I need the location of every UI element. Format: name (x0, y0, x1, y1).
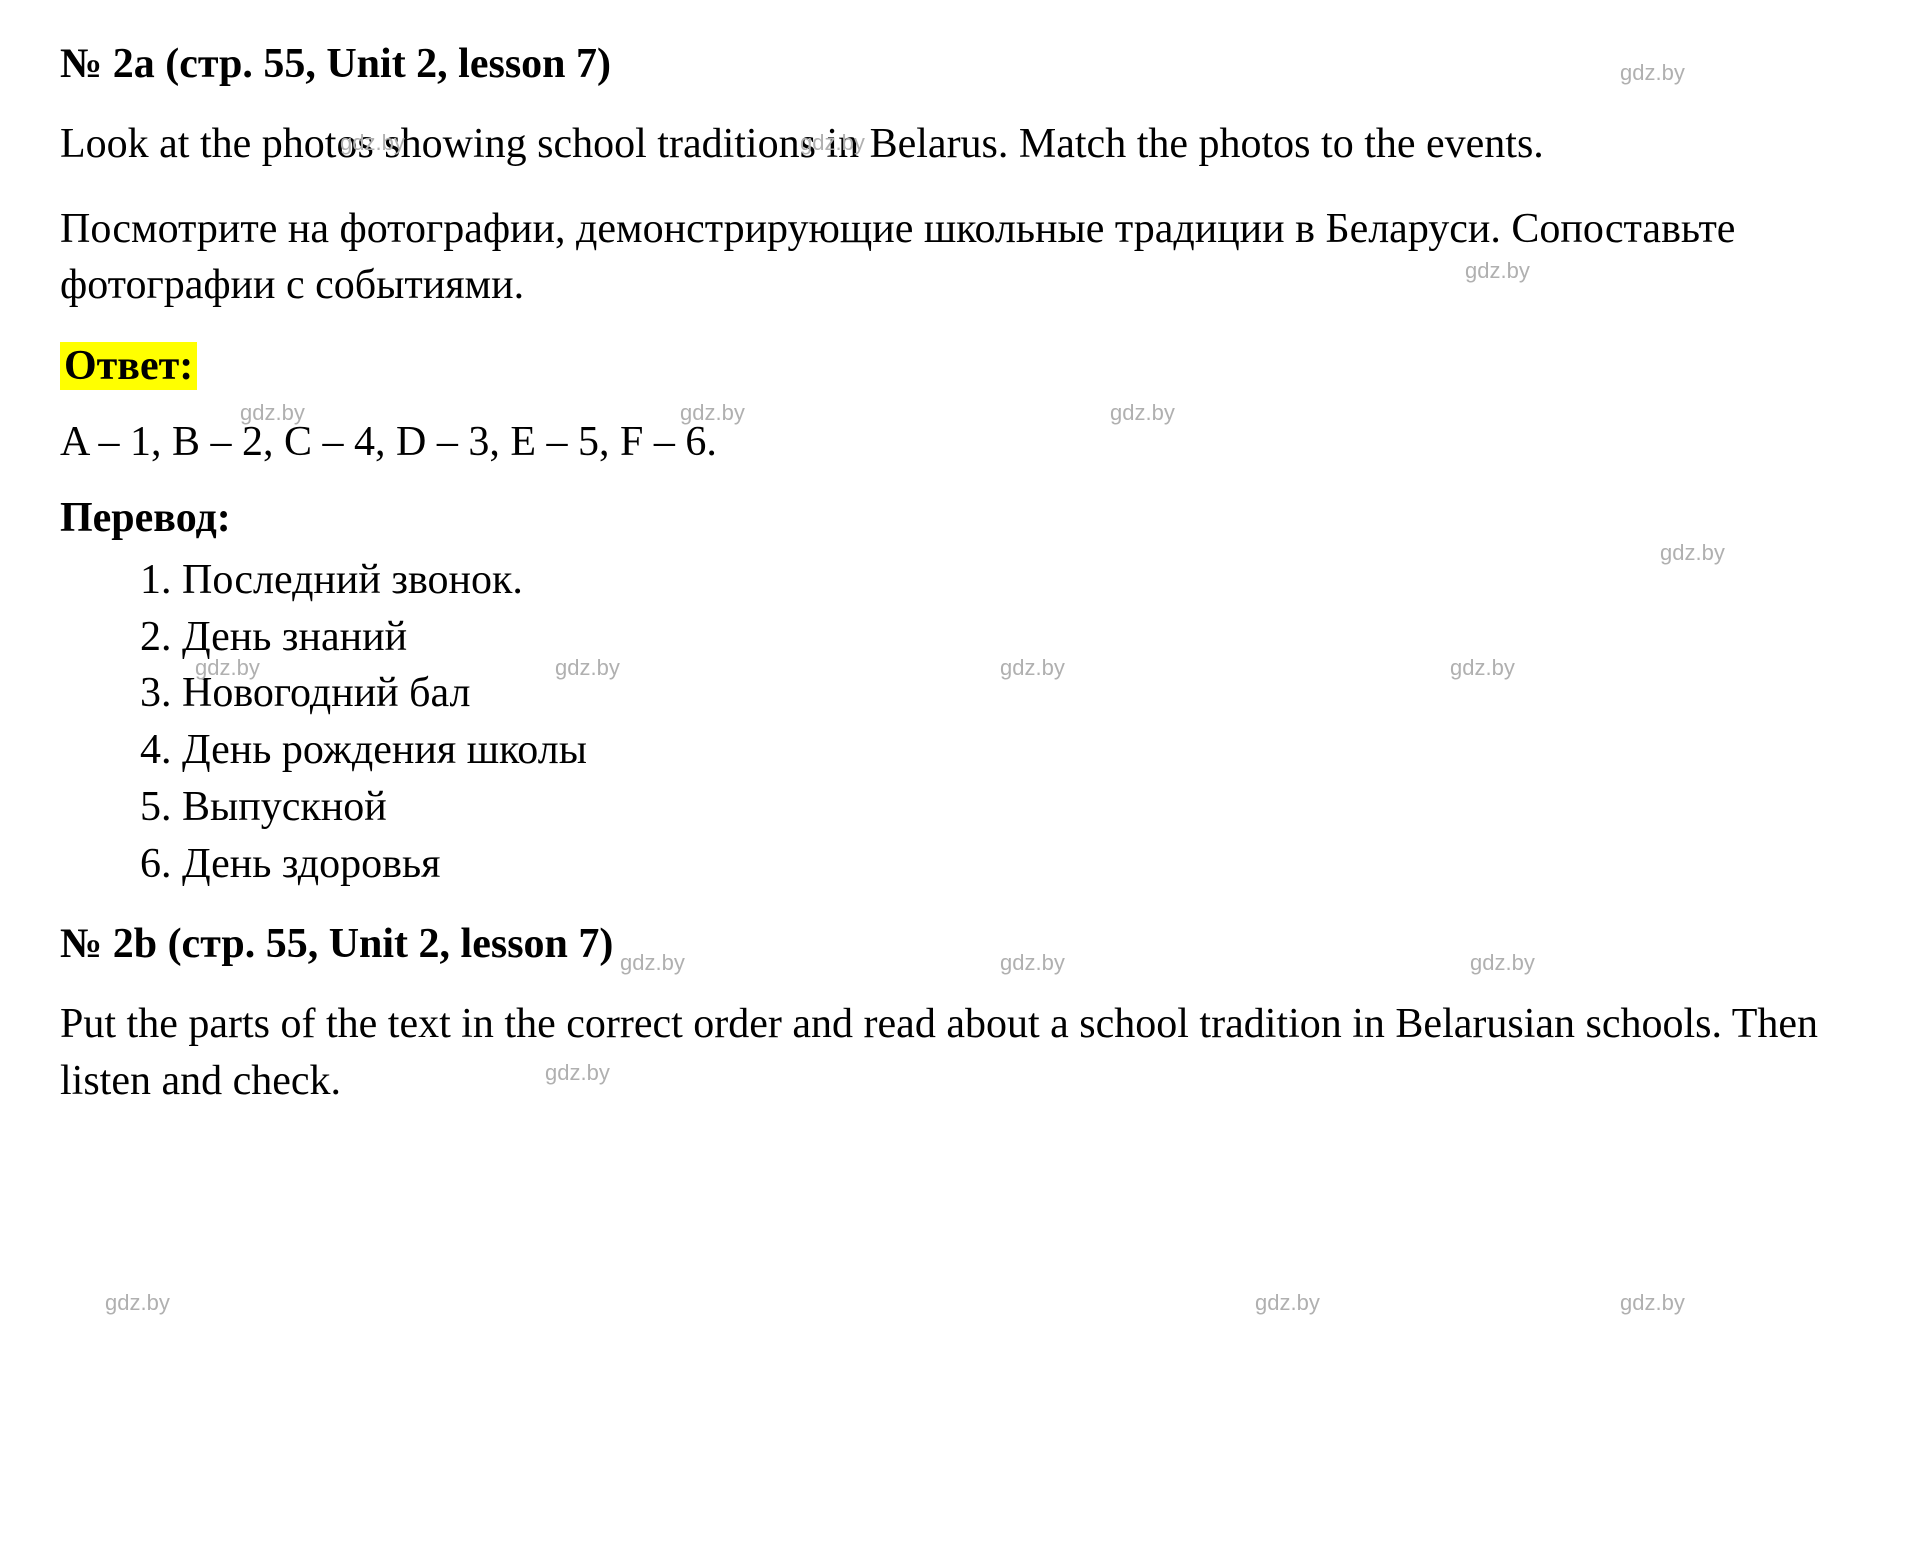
translation-item: 6. День здоровья (140, 836, 1851, 893)
section-2a-english-text: Look at the photos showing school tradit… (60, 116, 1851, 173)
answer-text: A – 1, B – 2, C – 4, D – 3, E – 5, F – 6… (60, 418, 1851, 466)
translation-label: Перевод: (60, 494, 1851, 542)
watermark-text: gdz.by (1255, 1290, 1320, 1316)
translation-item: 2. День знаний (140, 609, 1851, 666)
section-2a: № 2a (стр. 55, Unit 2, lesson 7) Look at… (60, 40, 1851, 892)
section-2a-heading: № 2a (стр. 55, Unit 2, lesson 7) (60, 40, 1851, 88)
translation-item: 1. Последний звонок. (140, 552, 1851, 609)
section-2b: № 2b (стр. 55, Unit 2, lesson 7) Put the… (60, 920, 1851, 1109)
translation-item: 3. Новогодний бал (140, 665, 1851, 722)
translation-item: 5. Выпускной (140, 779, 1851, 836)
section-2a-russian-text: Посмотрите на фотографии, демонстрирующи… (60, 201, 1851, 314)
answer-label: Ответ: (60, 342, 197, 390)
section-2b-heading: № 2b (стр. 55, Unit 2, lesson 7) (60, 920, 1851, 968)
translation-list: 1. Последний звонок. 2. День знаний 3. Н… (60, 552, 1851, 892)
section-2b-english-text: Put the parts of the text in the correct… (60, 996, 1851, 1109)
translation-item: 4. День рождения школы (140, 722, 1851, 779)
watermark-text: gdz.by (105, 1290, 170, 1316)
watermark-text: gdz.by (1620, 1290, 1685, 1316)
